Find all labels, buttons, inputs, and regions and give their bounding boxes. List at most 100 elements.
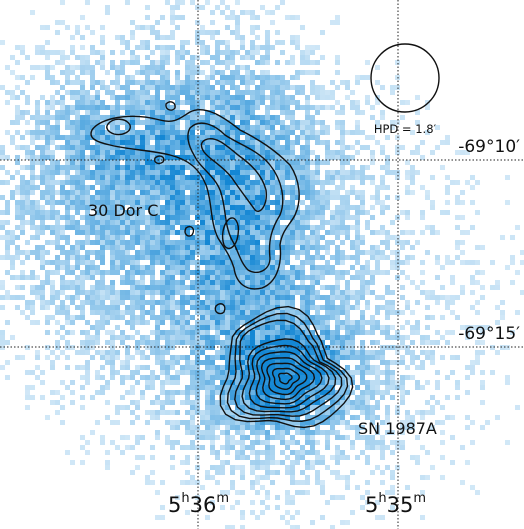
pixel (25, 95, 30, 100)
pixel (30, 160, 35, 165)
pixel (180, 290, 185, 295)
pixel (165, 215, 170, 220)
pixel (240, 185, 245, 190)
pixel (235, 310, 240, 315)
pixel (260, 70, 265, 75)
pixel (75, 265, 80, 270)
pixel (100, 365, 105, 370)
pixel (150, 220, 155, 225)
pixel (345, 420, 350, 425)
pixel (340, 155, 345, 160)
pixel (390, 375, 395, 380)
pixel (155, 145, 160, 150)
pixel (160, 335, 165, 340)
pixel (245, 110, 250, 115)
pixel (350, 105, 355, 110)
pixel (100, 100, 105, 105)
pixel (175, 315, 180, 320)
pixel (285, 295, 290, 300)
pixel (250, 225, 255, 230)
pixel (140, 105, 145, 110)
pixel (85, 70, 90, 75)
pixel (475, 180, 480, 185)
pixel (240, 430, 245, 435)
pixel (145, 165, 150, 170)
pixel (80, 240, 85, 245)
pixel (90, 295, 95, 300)
pixel (160, 370, 165, 375)
pixel (90, 325, 95, 330)
pixel (55, 190, 60, 195)
pixel (390, 170, 395, 175)
pixel (165, 90, 170, 95)
pixel (40, 245, 45, 250)
pixel (15, 160, 20, 165)
pixel (110, 270, 115, 275)
pixel (180, 400, 185, 405)
pixel (130, 420, 135, 425)
pixel (180, 240, 185, 245)
pixel (125, 405, 130, 410)
pixel (40, 370, 45, 375)
pixel (110, 220, 115, 225)
pixel (40, 130, 45, 135)
pixel (390, 260, 395, 265)
pixel (235, 455, 240, 460)
pixel (235, 190, 240, 195)
pixel (300, 210, 305, 215)
pixel (35, 205, 40, 210)
pixel (110, 80, 115, 85)
pixel (300, 300, 305, 305)
pixel (270, 80, 275, 85)
pixel (205, 385, 210, 390)
pixel (360, 350, 365, 355)
pixel (135, 295, 140, 300)
pixel (495, 305, 500, 310)
pixel (270, 160, 275, 165)
pixel (70, 105, 75, 110)
pixel (245, 210, 250, 215)
pixel (180, 85, 185, 90)
pixel (85, 290, 90, 295)
pixel (90, 110, 95, 115)
pixel (145, 385, 150, 390)
pixel (180, 250, 185, 255)
pixel (30, 190, 35, 195)
pixel (210, 195, 215, 200)
pixel (215, 95, 220, 100)
pixel (355, 255, 360, 260)
pixel (435, 370, 440, 375)
pixel (355, 395, 360, 400)
pixel (100, 260, 105, 265)
pixel (210, 20, 215, 25)
pixel (145, 125, 150, 130)
pixel (180, 205, 185, 210)
pixel (100, 125, 105, 130)
pixel (320, 125, 325, 130)
pixel (235, 15, 240, 20)
pixel (175, 355, 180, 360)
pixel (100, 385, 105, 390)
pixel (125, 40, 130, 45)
pixel (305, 255, 310, 260)
pixel (285, 250, 290, 255)
pixel (140, 320, 145, 325)
pixel (375, 270, 380, 275)
pixel (120, 35, 125, 40)
pixel (290, 470, 295, 475)
pixel (375, 185, 380, 190)
pixel (315, 105, 320, 110)
pixel (60, 350, 65, 355)
pixel (295, 230, 300, 235)
pixel (35, 65, 40, 70)
pixel (425, 325, 430, 330)
pixel (285, 275, 290, 280)
pixel (0, 210, 5, 215)
pixel (160, 285, 165, 290)
pixel (60, 235, 65, 240)
pixel (275, 240, 280, 245)
pixel (135, 140, 140, 145)
pixel (345, 285, 350, 290)
pixel (255, 450, 260, 455)
pixel (360, 295, 365, 300)
